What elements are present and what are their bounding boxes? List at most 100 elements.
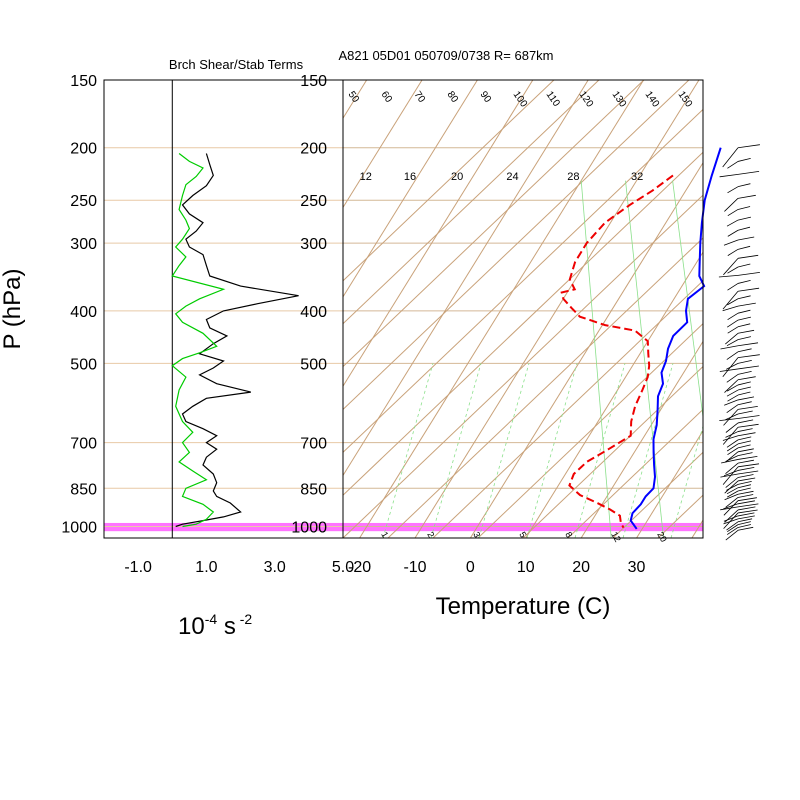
dry-adiabat-4 [343,80,690,411]
wind-barb [726,521,739,531]
wind-barb [722,427,739,445]
shear-xlabel-part-0: 10 [178,613,205,640]
skewt-xtick-label-5: 30 [628,559,646,576]
isotherm--10 [414,80,700,538]
wind-barb-flag [737,171,760,175]
wind-barb-flag [737,490,754,495]
mixing-ratio-label-32: 32 [631,171,643,183]
wind-barb [718,274,739,278]
shear-xtick-label-1: 1.0 [195,559,217,576]
dry-adiabat-7 [343,194,703,538]
wind-barb-flag [737,254,759,259]
center-ytick-label-1000: 1000 [291,520,327,537]
wind-barb [727,447,739,456]
skewt-xtick-label-4: 20 [572,559,590,576]
wind-barb [726,443,739,452]
isotherm-0 [469,161,703,538]
isotherm-20 [580,340,703,538]
shear-xtick-label-0: -1.0 [124,559,152,576]
dry-adiabat-3 [343,80,645,368]
left-ytick-label-1000: 1000 [61,520,97,537]
left-ytick-label-150: 150 [70,73,97,90]
dry-adiabat-17 [793,80,800,538]
left-ytick-label-700: 700 [70,436,97,453]
wind-barb [726,219,739,227]
shear-xlabel-part-1: -4 [205,611,218,627]
frame-layer [103,79,704,539]
moist-line-3 [728,181,782,538]
wind-barb [724,480,739,494]
wind-barb-flag [737,526,754,531]
dry-adiabat-6 [343,151,703,496]
wind-barb-flag [737,521,751,526]
wind-barb [726,319,739,328]
mixing-ratio-line-5 [622,363,674,538]
skewt-background-layer [343,80,800,538]
dry-adiabat-5 [343,108,703,453]
mixing-ratio-line-6 [670,424,703,538]
wind-barb [722,147,739,168]
wind-barb-flag [737,329,755,334]
wind-barb-flag [737,415,760,419]
wind-barb [722,435,739,441]
isotherm-50 [747,80,800,538]
wind-barb [726,404,739,414]
wind-barb [726,484,739,491]
center-ytick-label-700: 700 [300,436,327,453]
wind-barb-flag [737,245,751,250]
wind-barb [723,470,739,477]
shear-xtick-label-3: 5.0 [332,559,354,576]
wind-barb-flag [737,342,759,347]
wind-barb-flag [737,316,751,321]
center-ytick-label-200: 200 [300,141,327,158]
wind-barb [719,418,739,421]
left-ytick-label-500: 500 [70,356,97,373]
wind-barb-flag [737,477,756,482]
dry-adiabat-8 [387,237,703,538]
wind-barb [725,462,739,475]
mixing-ratio-label-28: 28 [567,171,579,183]
isotherm-label-120: 120 [577,89,596,109]
isotherm--50 [343,80,478,298]
wind-barb [725,455,739,462]
shear-series-line-0 [175,153,299,528]
wind-barb-flag [737,295,751,300]
isotherm-label-140: 140 [643,89,662,109]
wind-barb [725,422,739,433]
wind-barb-flag [737,365,759,370]
wind-barb-flag [737,448,754,453]
wind-barb-flag [737,287,760,292]
wind-barb [727,490,739,498]
wind-barb-flag [737,336,751,341]
wind-barb [727,161,739,169]
wind-barb-flag [737,158,751,162]
wind-barb [723,258,739,276]
wind-barb [723,518,739,525]
left-ytick-label-300: 300 [70,236,97,253]
wind-barb-flag [737,459,754,464]
center-ytick-label-850: 850 [300,481,327,498]
wind-barb-flag [737,216,751,221]
wind-barb-flag [737,494,754,498]
wind-barb [722,305,739,312]
wind-barb-flag [737,226,751,231]
wind-barb [725,497,739,508]
mixing-ratio-label-20: 20 [451,171,463,183]
wind-barb [725,431,739,438]
wind-barb-flag [737,440,751,445]
wind-barb [727,524,739,533]
skewt-xtick-label-1: -10 [403,559,426,576]
wind-barb [719,173,739,178]
dry-adiabat-15 [702,537,703,538]
wind-barb-flag [737,470,759,475]
wind-barb [725,332,739,345]
skewt-xtick-label-3: 10 [517,559,535,576]
wind-barb-flag [737,474,754,478]
wind-barb [727,298,739,306]
isotherm-label-110: 110 [544,89,562,109]
wind-barb [725,529,739,541]
wind-barb-flag [737,309,751,314]
wind-barb-flag [737,487,751,492]
wind-barb-flag [737,263,751,268]
